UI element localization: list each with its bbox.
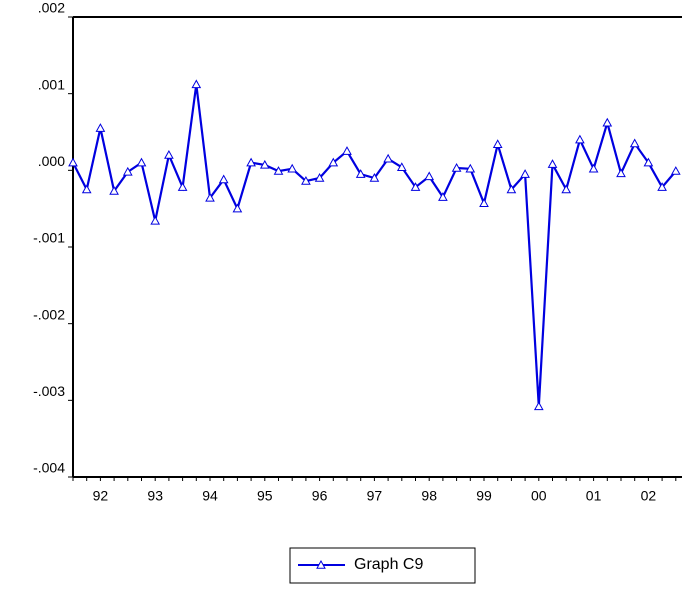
x-tick-label: 97 (367, 488, 383, 504)
data-point (301, 176, 311, 185)
data-point (246, 157, 256, 167)
y-tick-label: -.004 (33, 460, 65, 476)
data-point (629, 138, 640, 148)
data-point (492, 139, 503, 148)
data-point (561, 184, 572, 194)
legend-marker (316, 559, 326, 569)
data-point (68, 157, 78, 167)
data-point (314, 172, 325, 182)
data-point (657, 182, 667, 191)
data-point (177, 182, 188, 191)
data-point (191, 79, 202, 89)
data-point (575, 134, 585, 144)
x-tick-label: 99 (476, 488, 492, 504)
data-point (342, 146, 352, 155)
data-point (109, 186, 119, 195)
data-point (355, 169, 366, 178)
data-point (410, 182, 421, 191)
data-point (81, 184, 92, 194)
data-point (479, 198, 489, 207)
data-point (218, 174, 229, 184)
data-point (396, 162, 407, 171)
data-point (287, 163, 298, 173)
x-tick-label: 94 (202, 488, 218, 504)
x-tick-label: 02 (641, 488, 657, 504)
y-tick-label: .001 (38, 76, 65, 92)
data-point (150, 215, 161, 225)
y-tick-label: -.001 (33, 230, 65, 246)
data-point (232, 203, 243, 213)
x-tick-label: 00 (531, 488, 547, 504)
data-point (451, 163, 462, 172)
data-point (465, 163, 476, 173)
data-point (588, 163, 599, 173)
x-tick-label: 92 (93, 488, 109, 504)
y-tick-label: .000 (38, 153, 65, 169)
data-point (328, 157, 339, 167)
data-point (369, 172, 380, 182)
data-point (602, 117, 613, 127)
x-tick-label: 98 (421, 488, 437, 504)
y-tick-label: -.002 (33, 306, 65, 322)
data-point (438, 192, 448, 201)
x-tick-label: 95 (257, 488, 273, 504)
y-tick-label: .002 (38, 0, 65, 16)
legend-label: Graph C9 (354, 556, 423, 573)
x-tick-label: 01 (586, 488, 602, 504)
data-point (136, 157, 147, 167)
data-point (273, 166, 284, 175)
data-point (122, 166, 133, 176)
data-point (616, 168, 626, 178)
data-point (95, 123, 106, 132)
x-tick-label: 93 (147, 488, 163, 504)
data-point (205, 192, 215, 202)
data-point (643, 157, 654, 167)
data-point (164, 149, 174, 159)
data-point (259, 159, 270, 169)
x-tick-label: 96 (312, 488, 328, 504)
data-point (533, 401, 544, 411)
data-point (670, 166, 681, 175)
data-point (424, 171, 435, 181)
data-point (506, 184, 517, 194)
y-tick-label: -.003 (33, 383, 65, 399)
data-point (520, 169, 530, 178)
data-point (547, 159, 558, 168)
data-point (383, 153, 393, 163)
